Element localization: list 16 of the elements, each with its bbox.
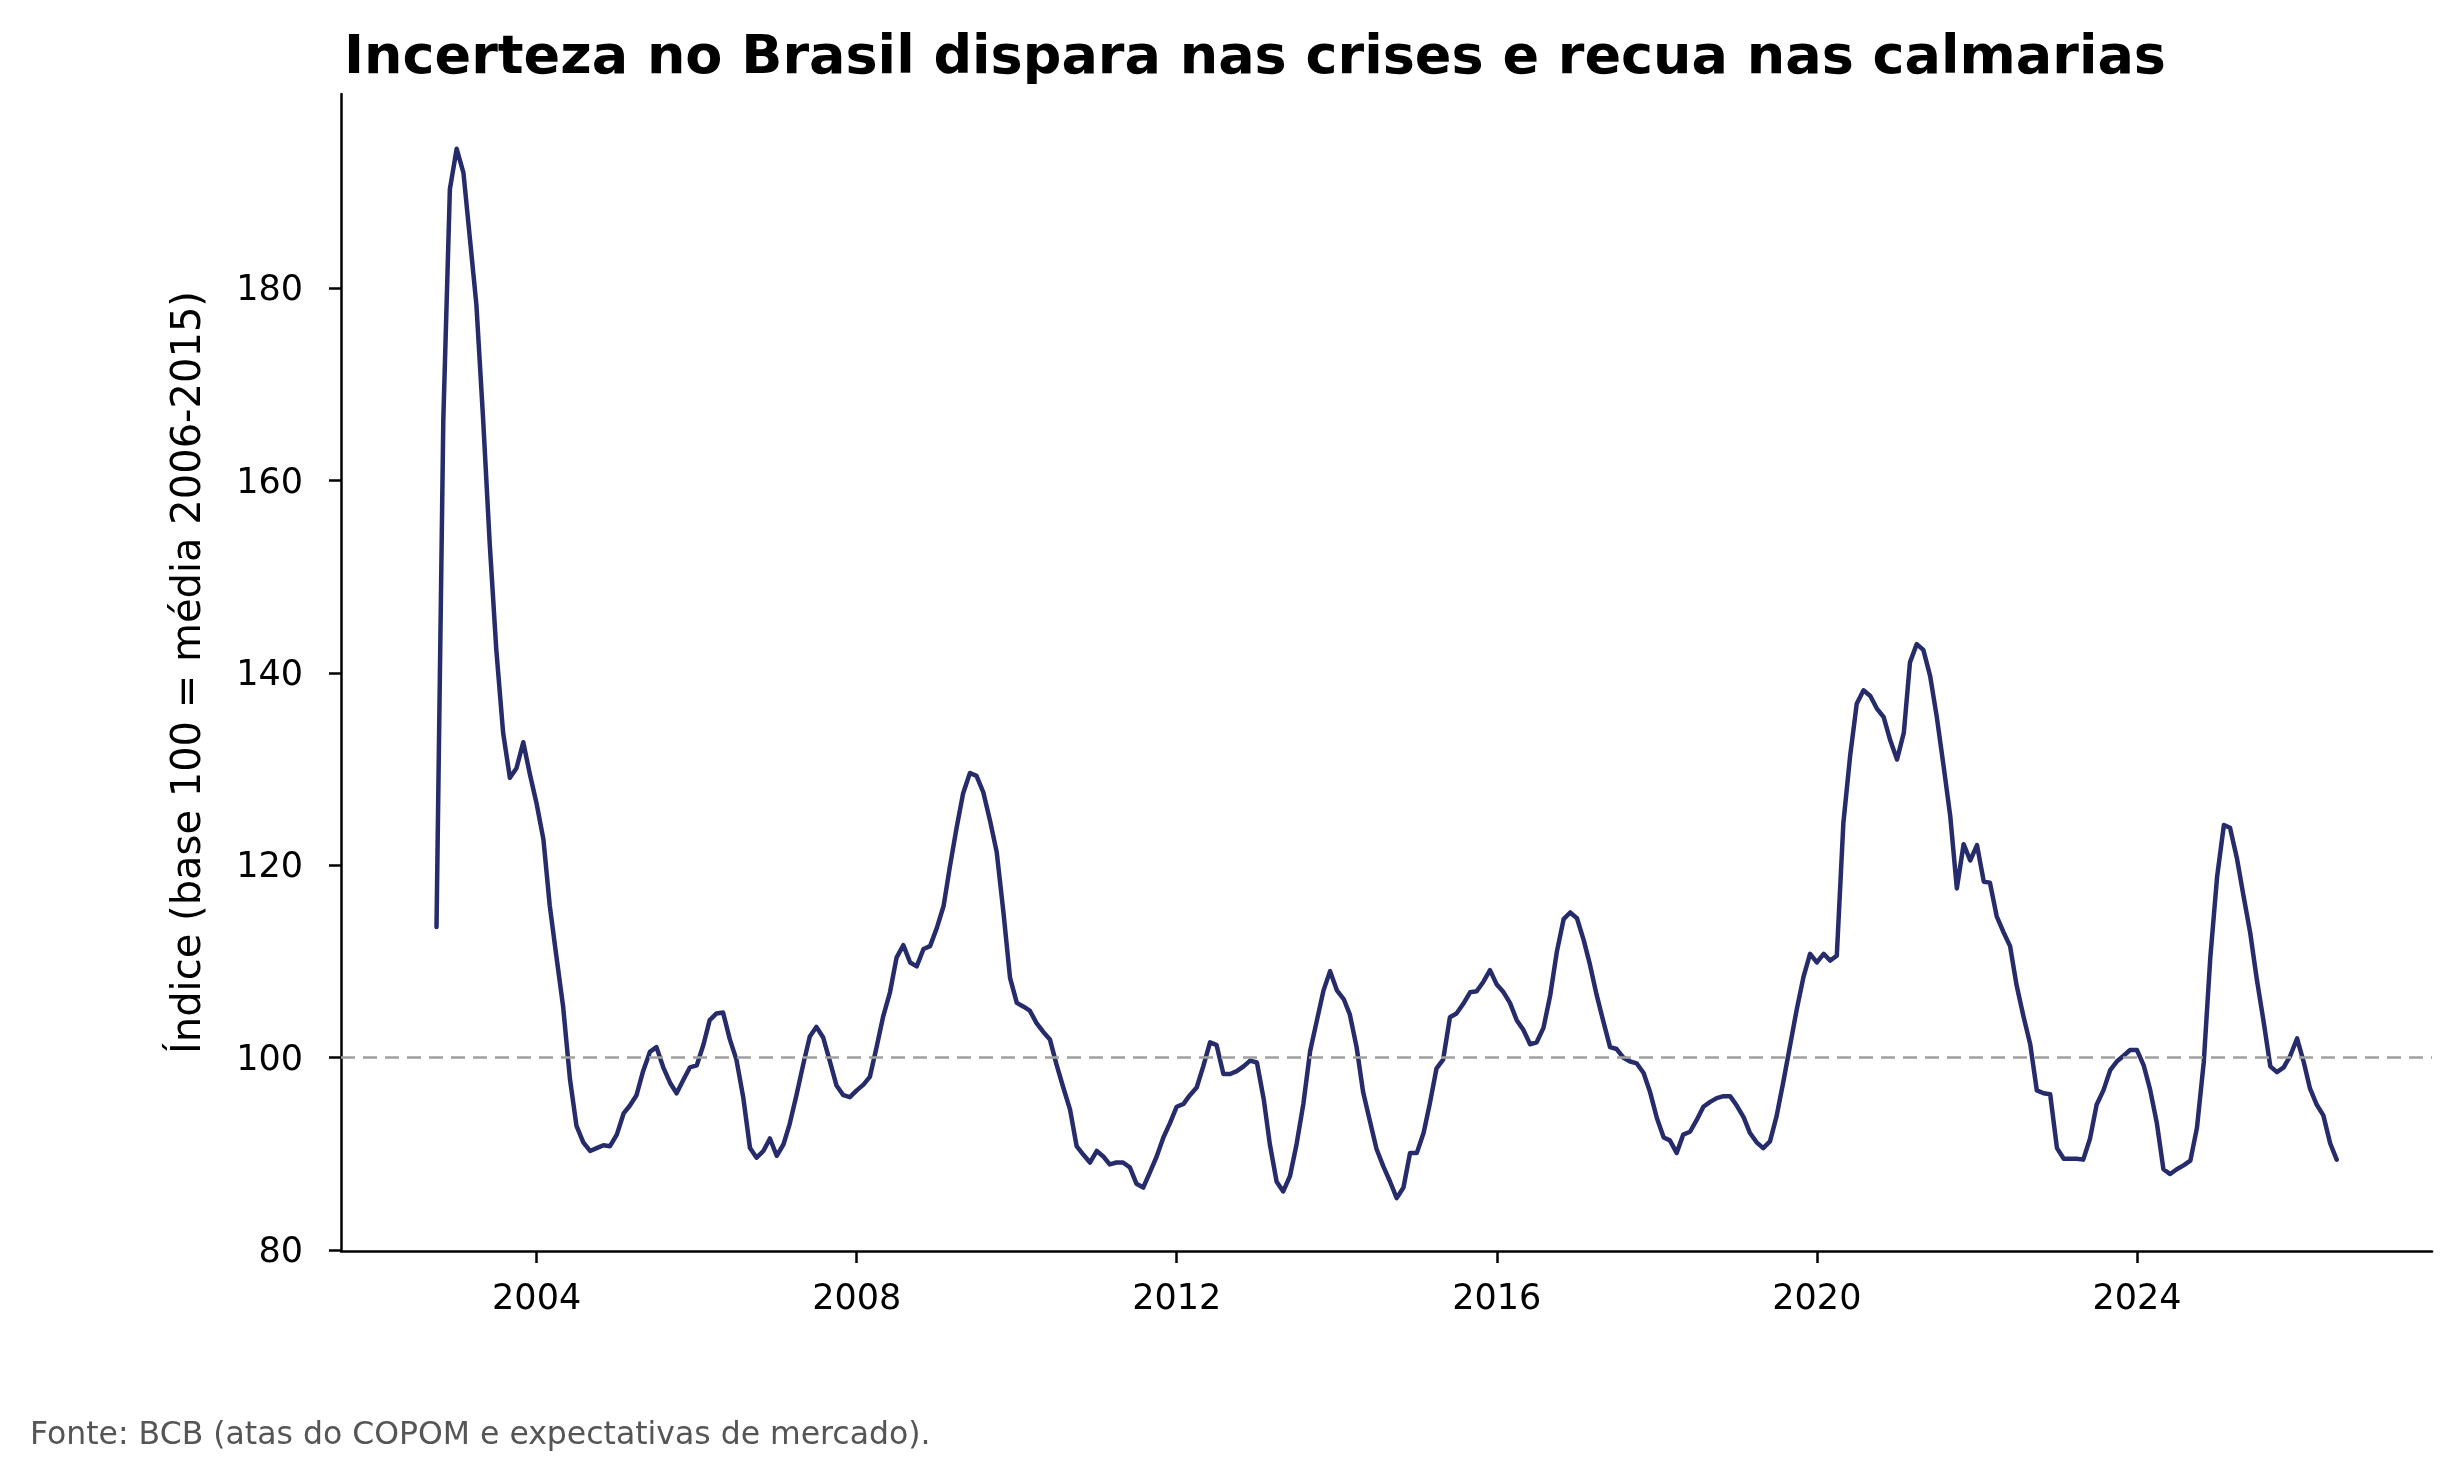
y-axis-title: Índice (base 100 = média 2006-2015)	[162, 291, 209, 1054]
y-tick-label: 160	[236, 460, 303, 501]
y-tick-label: 120	[236, 845, 303, 886]
x-tick-label: 2012	[1132, 1276, 1222, 1317]
x-tick-label: 2004	[492, 1276, 582, 1317]
x-tick-label: 2008	[812, 1276, 902, 1317]
x-tick-label: 2020	[1772, 1276, 1862, 1317]
y-tick-label: 180	[236, 268, 303, 309]
chart-title: Incerteza no Brasil dispara nas crises e recua nas calmarias	[344, 22, 2166, 86]
x-tick-label: 2024	[2092, 1276, 2182, 1317]
y-tick-label: 140	[236, 652, 303, 693]
y-tick-label: 80	[258, 1230, 303, 1271]
line-series	[434, 146, 2339, 1201]
x-tick-label: 2016	[1452, 1276, 1542, 1317]
y-tick-label: 100	[236, 1037, 303, 1078]
source-note: Fonte: BCB (atas do COPOM e expectativas de mercado).	[30, 1415, 931, 1451]
